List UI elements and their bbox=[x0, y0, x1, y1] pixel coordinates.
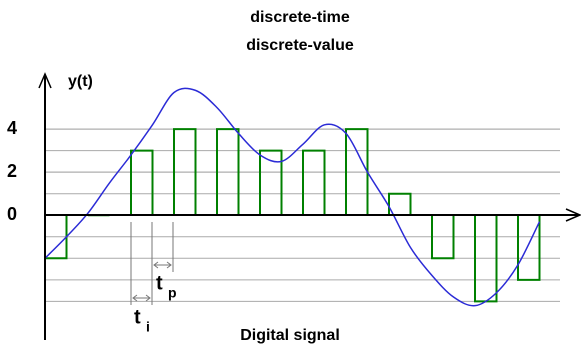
annotation: t bbox=[156, 272, 163, 294]
arrow-head bbox=[132, 294, 138, 302]
sample-pulse bbox=[216, 128, 240, 216]
caption: Digital signal bbox=[240, 327, 340, 344]
sample-pulse bbox=[517, 215, 541, 281]
y-tick-label: 2 bbox=[7, 161, 17, 181]
y-tick-label: 4 bbox=[7, 118, 17, 138]
x-axis-arrow bbox=[565, 208, 581, 222]
y-axis-label: y(t) bbox=[68, 73, 93, 90]
annotation-subscript: i bbox=[146, 319, 150, 335]
arrow-head bbox=[145, 294, 151, 302]
arrow-head bbox=[153, 261, 159, 269]
annotation: t bbox=[134, 306, 141, 328]
sample-pulse bbox=[302, 149, 326, 216]
chart-subtitle: discrete-value bbox=[246, 37, 354, 54]
y-axis-arrow bbox=[38, 72, 52, 89]
sample-pulse bbox=[431, 215, 455, 260]
arrow-head bbox=[166, 261, 172, 269]
sample-pulse bbox=[259, 149, 283, 216]
analog-curve bbox=[44, 87, 541, 307]
y-tick-label: 0 bbox=[7, 204, 17, 224]
annotation-subscript: p bbox=[168, 285, 177, 301]
chart-title: discrete-time bbox=[250, 9, 350, 26]
sample-pulse bbox=[388, 192, 412, 216]
sample-pulse bbox=[130, 149, 154, 216]
sample-pulse bbox=[173, 128, 197, 216]
